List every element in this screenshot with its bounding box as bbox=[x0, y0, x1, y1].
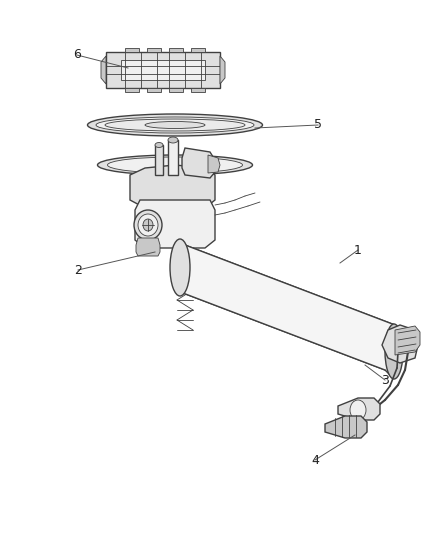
Polygon shape bbox=[125, 88, 139, 92]
Polygon shape bbox=[147, 88, 161, 92]
Polygon shape bbox=[130, 165, 215, 212]
Ellipse shape bbox=[96, 117, 254, 133]
Polygon shape bbox=[147, 48, 161, 52]
Text: 1: 1 bbox=[354, 244, 362, 256]
Text: 5: 5 bbox=[314, 118, 322, 132]
Polygon shape bbox=[168, 140, 178, 175]
Text: 4: 4 bbox=[311, 454, 319, 466]
Ellipse shape bbox=[138, 214, 158, 236]
Text: 3: 3 bbox=[381, 374, 389, 386]
Polygon shape bbox=[175, 245, 403, 378]
Ellipse shape bbox=[143, 219, 153, 231]
Ellipse shape bbox=[107, 157, 243, 173]
Ellipse shape bbox=[155, 142, 163, 148]
Ellipse shape bbox=[350, 400, 366, 420]
Polygon shape bbox=[169, 48, 183, 52]
Polygon shape bbox=[175, 245, 395, 370]
Polygon shape bbox=[121, 60, 205, 80]
Polygon shape bbox=[136, 238, 160, 256]
Polygon shape bbox=[208, 155, 220, 173]
Ellipse shape bbox=[385, 324, 403, 379]
Polygon shape bbox=[135, 200, 215, 248]
Ellipse shape bbox=[105, 119, 245, 131]
Polygon shape bbox=[338, 398, 380, 420]
Ellipse shape bbox=[145, 122, 205, 128]
Polygon shape bbox=[191, 88, 205, 92]
Polygon shape bbox=[220, 56, 225, 84]
Text: 2: 2 bbox=[74, 263, 82, 277]
Polygon shape bbox=[395, 326, 420, 355]
Polygon shape bbox=[325, 416, 367, 438]
Ellipse shape bbox=[88, 114, 262, 136]
Polygon shape bbox=[382, 325, 418, 363]
Ellipse shape bbox=[134, 210, 162, 240]
Ellipse shape bbox=[170, 239, 190, 296]
Polygon shape bbox=[182, 148, 215, 178]
Polygon shape bbox=[169, 88, 183, 92]
Polygon shape bbox=[106, 52, 220, 88]
Polygon shape bbox=[155, 145, 163, 175]
Ellipse shape bbox=[98, 155, 252, 175]
Ellipse shape bbox=[168, 137, 178, 143]
Polygon shape bbox=[101, 56, 106, 84]
Polygon shape bbox=[125, 48, 139, 52]
Text: 6: 6 bbox=[73, 49, 81, 61]
Polygon shape bbox=[191, 48, 205, 52]
